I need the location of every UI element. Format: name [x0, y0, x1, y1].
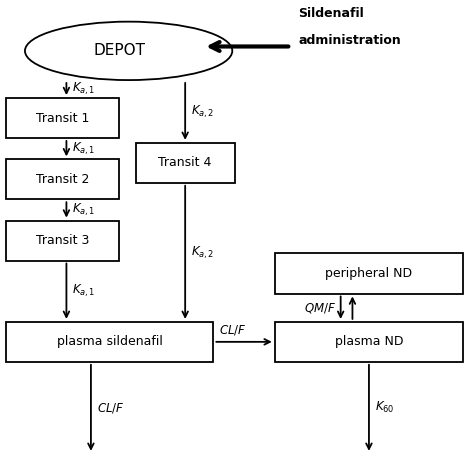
Text: $K_{60}$: $K_{60}$ — [374, 400, 394, 415]
Text: $K_{a,1}$: $K_{a,1}$ — [72, 283, 96, 300]
FancyBboxPatch shape — [6, 220, 119, 261]
Text: plasma sildenafil: plasma sildenafil — [57, 335, 163, 348]
FancyBboxPatch shape — [275, 322, 463, 362]
Text: $K_{a,2}$: $K_{a,2}$ — [191, 103, 214, 119]
Text: Transit 4: Transit 4 — [158, 156, 212, 169]
Text: DEPOT: DEPOT — [93, 43, 145, 58]
FancyBboxPatch shape — [6, 322, 213, 362]
Text: Transit 1: Transit 1 — [36, 111, 89, 125]
Text: $K_{a,1}$: $K_{a,1}$ — [72, 81, 96, 97]
Text: peripheral ND: peripheral ND — [325, 267, 412, 280]
Text: $K_{a,1}$: $K_{a,1}$ — [72, 202, 96, 218]
Text: $K_{a,1}$: $K_{a,1}$ — [72, 140, 96, 157]
Text: Transit 3: Transit 3 — [36, 234, 89, 247]
Ellipse shape — [25, 22, 232, 80]
Text: $CL/F$: $CL/F$ — [219, 323, 246, 337]
Text: $CL/F$: $CL/F$ — [97, 401, 124, 415]
Text: Transit 2: Transit 2 — [36, 173, 89, 186]
FancyBboxPatch shape — [6, 98, 119, 138]
FancyBboxPatch shape — [275, 254, 463, 293]
Text: plasma ND: plasma ND — [335, 335, 403, 348]
FancyBboxPatch shape — [6, 159, 119, 199]
FancyBboxPatch shape — [136, 143, 235, 183]
Text: $QM/F$: $QM/F$ — [304, 301, 336, 315]
Text: Sildenafil: Sildenafil — [298, 7, 364, 19]
Text: administration: administration — [298, 34, 401, 47]
Text: $K_{a,2}$: $K_{a,2}$ — [191, 244, 214, 261]
